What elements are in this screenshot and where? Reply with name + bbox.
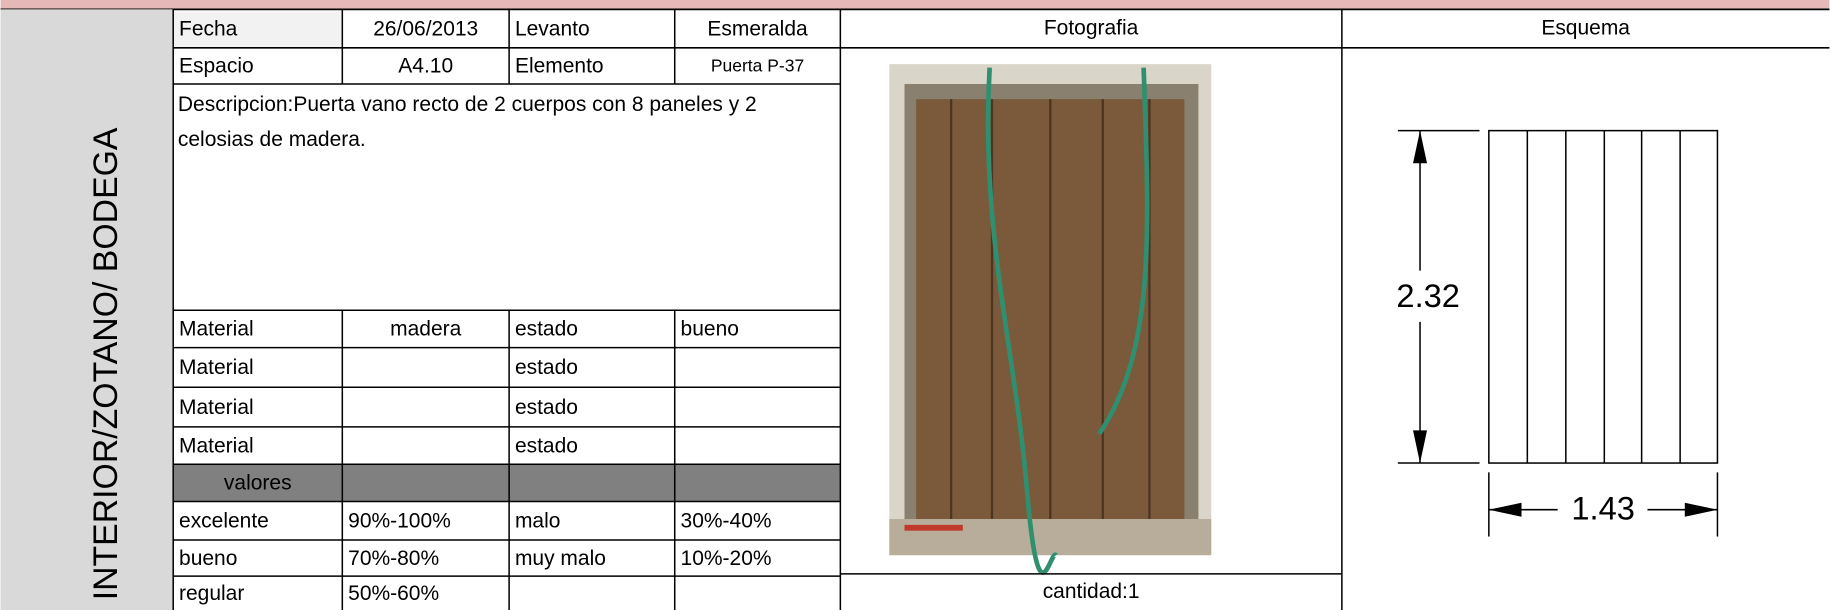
cell-value: Esmeralda xyxy=(707,17,808,40)
schema-width: 1.43 xyxy=(1571,489,1635,526)
valores-title: valores xyxy=(224,472,292,495)
cell-value: A4.10 xyxy=(398,55,453,78)
range-value: 30%-40% xyxy=(681,509,772,532)
grid xyxy=(172,9,1830,610)
range-value: 70%-80% xyxy=(348,547,439,570)
description: Descripcion:Puerta vano recto de 2 cuerp… xyxy=(177,92,757,151)
schema-drawing xyxy=(1397,129,1719,537)
cell-label: Levanto xyxy=(515,17,590,40)
estado-label: estado xyxy=(515,318,578,341)
material-label: Material xyxy=(179,356,254,379)
title-band xyxy=(0,0,1830,10)
range-value: 10%-20% xyxy=(681,547,772,570)
range-value: 90%-100% xyxy=(348,509,451,532)
door-photo xyxy=(889,64,1212,575)
description-box: Descripcion:Puerta vano recto de 2 cuerp… xyxy=(177,92,757,151)
schema-height: 2.32 xyxy=(1396,277,1460,314)
side-label: INTERIOR/ZOTANO/ BODEGA xyxy=(87,127,125,600)
cell-label: Fecha xyxy=(179,17,238,40)
grade-label: excelente xyxy=(179,509,269,532)
label-cell-bg xyxy=(173,11,343,47)
valores-band xyxy=(173,464,841,502)
estado-label: estado xyxy=(515,396,578,419)
door-planks xyxy=(949,99,1151,520)
grade-label: regular xyxy=(179,582,244,605)
material-value: madera xyxy=(390,318,461,341)
hose xyxy=(1097,67,1150,436)
estado-value: bueno xyxy=(681,318,739,341)
photo-scale-bar xyxy=(904,524,963,531)
schema-drawing xyxy=(1488,129,1719,464)
side-panel xyxy=(0,9,174,610)
schema-title: Esquema xyxy=(1541,17,1630,40)
cell-label: Espacio xyxy=(179,55,254,78)
hose xyxy=(985,67,1058,575)
material-label: Material xyxy=(179,434,254,457)
material-label: Material xyxy=(179,318,254,341)
range-value: 50%-60% xyxy=(348,582,439,605)
photo-title: Fotografia xyxy=(1044,17,1139,40)
photo-floor xyxy=(889,519,1212,556)
estado-label: estado xyxy=(515,356,578,379)
cell-label: Elemento xyxy=(515,55,604,78)
cell-value: Puerta P-37 xyxy=(711,56,804,76)
grade-label: malo xyxy=(515,509,560,532)
cell-value: 26/06/2013 xyxy=(373,17,478,40)
grade-label: bueno xyxy=(179,547,237,570)
grade-label: muy malo xyxy=(515,547,606,570)
material-label: Material xyxy=(179,396,254,419)
estado-label: estado xyxy=(515,434,578,457)
photo-caption: cantidad:1 xyxy=(1043,580,1140,603)
